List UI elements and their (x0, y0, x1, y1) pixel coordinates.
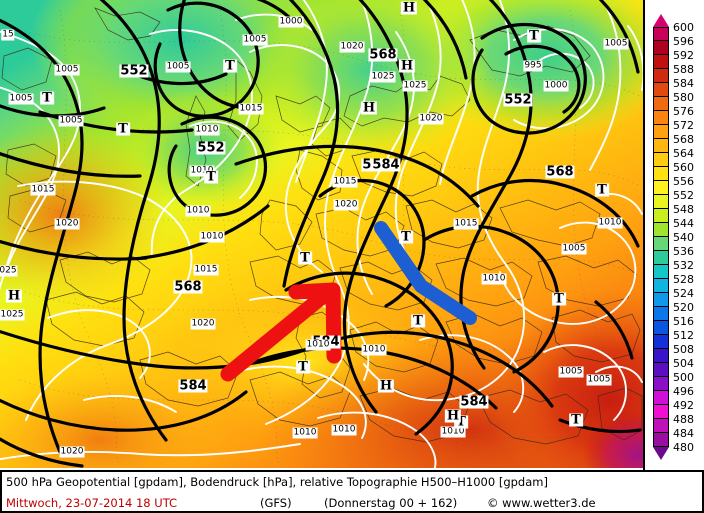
legend-tick: 544 (673, 217, 694, 230)
legend-swatch (653, 321, 669, 335)
legend-tick: 516 (673, 315, 694, 328)
legend-tick: 596 (673, 35, 694, 48)
legend-colour-bar (653, 27, 669, 447)
legend-tick: 504 (673, 357, 694, 370)
legend-swatch (653, 69, 669, 83)
caption-model: (GFS) (260, 496, 292, 510)
terrain-dots-layer (19, 9, 641, 467)
legend-tick: 584 (673, 77, 694, 90)
legend-swatch (653, 153, 669, 167)
legend-swatch (653, 391, 669, 405)
legend-tick: 572 (673, 119, 694, 132)
legend-tick: 500 (673, 371, 694, 384)
legend-tick: 512 (673, 329, 694, 342)
legend-swatch (653, 97, 669, 111)
legend-swatch (653, 111, 669, 125)
legend-swatch (653, 279, 669, 293)
legend-swatch (653, 195, 669, 209)
legend-swatch (653, 363, 669, 377)
legend-swatch (653, 349, 669, 363)
legend-tick: 492 (673, 399, 694, 412)
legend-tick: 480 (673, 441, 694, 454)
legend-swatch (653, 377, 669, 391)
legend-tick: 556 (673, 175, 694, 188)
legend-tick: 532 (673, 259, 694, 272)
legend-swatch (653, 335, 669, 349)
legend-swatch (653, 139, 669, 153)
legend-tick: 568 (673, 133, 694, 146)
legend-tick: 592 (673, 49, 694, 62)
legend-tick: 564 (673, 147, 694, 160)
caption-copyright: © www.wetter3.de (487, 496, 596, 510)
legend-tick: 520 (673, 301, 694, 314)
caption-valid-time: Mittwoch, 23-07-2014 18 UTC (6, 496, 178, 510)
caption-run: (Donnerstag 00 + 162) (324, 496, 458, 510)
legend-swatch (653, 27, 669, 41)
legend-tick: 580 (673, 91, 694, 104)
legend-swatch (653, 181, 669, 195)
legend-tick: 552 (673, 189, 694, 202)
legend-swatch (653, 419, 669, 433)
legend-tick: 508 (673, 343, 694, 356)
legend-tick: 576 (673, 105, 694, 118)
caption-bar: 500 hPa Geopotential [gpdam], Bodendruck… (0, 470, 704, 513)
legend-tick: 600 (673, 21, 694, 34)
legend-swatch (653, 237, 669, 251)
legend-tick: 536 (673, 245, 694, 258)
legend-tick: 588 (673, 63, 694, 76)
legend-tick: 496 (673, 385, 694, 398)
legend-swatch (653, 265, 669, 279)
legend-tick: 560 (673, 161, 694, 174)
legend-tick: 548 (673, 203, 694, 216)
legend-swatch (653, 167, 669, 181)
legend-tick: 484 (673, 427, 694, 440)
legend-swatch (653, 55, 669, 69)
legend-swatch (653, 251, 669, 265)
legend-swatch (653, 41, 669, 55)
contour-map-graphic (0, 0, 643, 468)
legend-tick: 528 (673, 273, 694, 286)
legend-top-arrow (653, 14, 669, 27)
legend-tick: 524 (673, 287, 694, 300)
legend-swatch (653, 223, 669, 237)
legend-tick: 540 (673, 231, 694, 244)
legend-swatch (653, 125, 669, 139)
weather-map-panel: 552 552 552 568 568 568 558 584 584 584 584 15 1005… (0, 0, 645, 470)
legend-swatch (653, 405, 669, 419)
legend-swatch (653, 293, 669, 307)
colour-scale-legend: 600 596 592 588 584 580 576 572 568 564 560 556 552 5… (645, 0, 704, 470)
legend-bottom-arrow (653, 447, 669, 460)
legend-swatch (653, 433, 669, 447)
legend-swatch (653, 307, 669, 321)
legend-swatch (653, 209, 669, 223)
legend-tick: 488 (673, 413, 694, 426)
legend-swatch (653, 83, 669, 97)
caption-title: 500 hPa Geopotential [gpdam], Bodendruck… (6, 475, 548, 489)
